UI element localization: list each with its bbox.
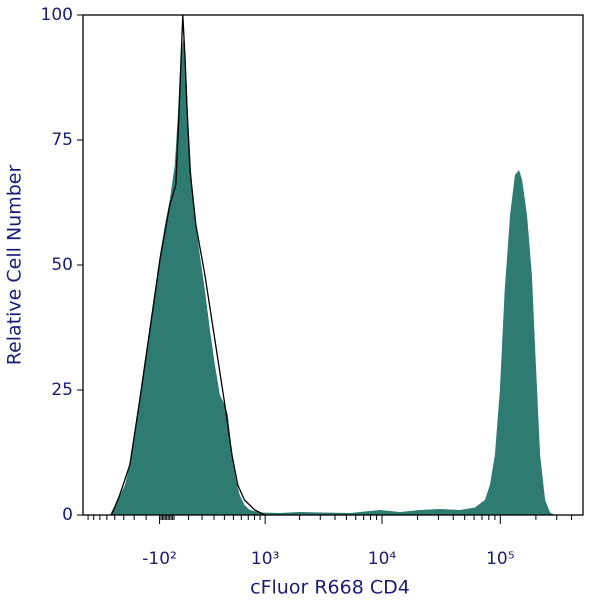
x-tick-label: 10⁵ xyxy=(486,549,514,569)
x-tick-label: 10⁴ xyxy=(368,549,397,569)
x-tick-label: -10² xyxy=(142,549,177,569)
histogram-outline xyxy=(110,14,266,516)
x-tick-label: 10³ xyxy=(251,549,279,569)
x-axis-title: cFluor R668 CD4 xyxy=(250,577,410,599)
y-axis-title: Relative Cell Number xyxy=(4,165,26,366)
histogram-area xyxy=(109,35,556,515)
y-tick-label: 75 xyxy=(51,130,73,150)
y-tick-label: 100 xyxy=(41,5,73,25)
y-tick-label: 0 xyxy=(62,505,73,525)
y-tick-label: 50 xyxy=(51,255,73,275)
y-tick-label: 25 xyxy=(51,380,73,400)
